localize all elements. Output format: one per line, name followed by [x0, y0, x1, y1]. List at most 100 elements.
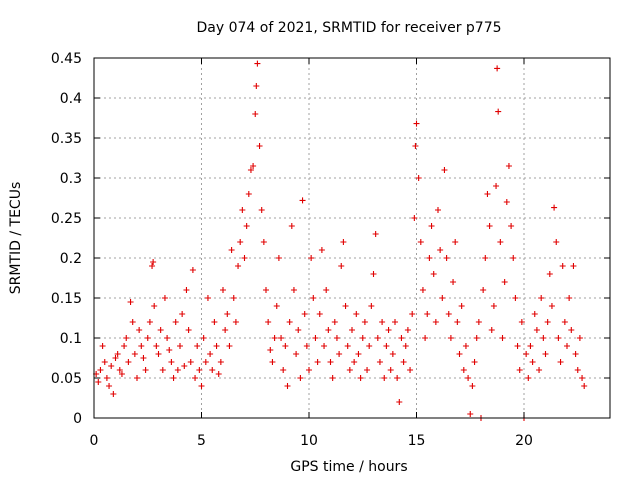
data-point [488, 327, 495, 333]
data-point [525, 375, 532, 381]
data-point [235, 263, 242, 269]
data-point [402, 343, 409, 349]
grid-layer [94, 58, 610, 418]
data-point [551, 204, 558, 211]
x-axis-label: GPS time / hours [290, 459, 407, 475]
data-point [407, 367, 414, 373]
data-point [422, 335, 429, 341]
data-point [460, 367, 467, 373]
data-point [546, 271, 553, 277]
data-point [372, 231, 379, 237]
data-point [253, 83, 260, 89]
data-point [454, 319, 461, 325]
data-point [366, 343, 373, 349]
data-point [387, 367, 394, 373]
data-point [97, 367, 104, 373]
data-point [417, 239, 424, 245]
data-point [327, 359, 334, 365]
data-point [271, 335, 278, 341]
data-point [101, 359, 108, 365]
data-point [150, 259, 157, 265]
data-point [174, 367, 181, 373]
data-point [495, 108, 502, 115]
data-point [482, 255, 489, 261]
data-point [394, 375, 401, 381]
data-point [458, 303, 465, 309]
data-point [325, 327, 332, 333]
data-point [353, 311, 360, 317]
data-point [344, 343, 351, 349]
data-point [321, 343, 328, 349]
data-point [177, 343, 183, 349]
data-point [127, 299, 134, 305]
data-point [441, 167, 448, 173]
data-point [220, 287, 226, 293]
data-point [398, 335, 405, 341]
data-point [164, 335, 171, 341]
data-point [106, 383, 113, 389]
data-point [278, 335, 285, 341]
data-point [561, 319, 568, 325]
data-point [368, 303, 375, 309]
data-point [559, 263, 566, 269]
data-point [312, 335, 319, 341]
data-point [151, 303, 158, 309]
data-point [379, 319, 386, 325]
data-point [443, 255, 450, 261]
data-point [568, 327, 575, 333]
data-point [389, 351, 396, 357]
data-point [376, 359, 383, 365]
data-point [288, 223, 295, 229]
data-point [316, 311, 323, 317]
data-point [149, 263, 156, 269]
data-point [435, 207, 441, 213]
data-point [232, 319, 239, 325]
data-point [125, 359, 132, 365]
data-point [424, 311, 431, 317]
data-point [557, 359, 564, 365]
data-point [256, 143, 263, 149]
data-point [439, 295, 446, 301]
data-point [349, 327, 355, 333]
data-point [581, 383, 588, 389]
data-point [411, 215, 418, 221]
data-point [508, 223, 515, 229]
data-point [531, 311, 538, 317]
data-point [450, 279, 457, 285]
data-point [473, 335, 480, 341]
data-point [189, 267, 196, 273]
data-point [166, 347, 173, 353]
data-point [159, 367, 166, 373]
data-point [142, 367, 149, 373]
data-point [383, 343, 390, 349]
data-point [308, 255, 315, 261]
data-point [211, 319, 218, 325]
data-point [204, 295, 211, 301]
data-point [241, 255, 248, 261]
data-point [437, 247, 444, 253]
data-point [413, 120, 420, 127]
data-point [269, 359, 276, 365]
data-point [527, 343, 534, 349]
data-point [548, 303, 555, 309]
data-point [239, 207, 246, 213]
data-point [157, 327, 164, 333]
x-tick-label: 5 [197, 433, 206, 449]
data-point [542, 351, 549, 357]
data-point [314, 359, 321, 365]
data-point [579, 375, 586, 381]
data-point [247, 167, 254, 173]
data-point [213, 343, 220, 349]
x-tick-label: 15 [408, 433, 426, 449]
data-point [471, 359, 478, 365]
data-point [426, 255, 433, 261]
data-point [432, 319, 439, 325]
data-point [306, 367, 312, 373]
data-point [243, 223, 250, 229]
x-tick-label: 0 [90, 433, 99, 449]
data-point [538, 295, 545, 301]
data-point [228, 247, 235, 253]
data-point [400, 359, 407, 365]
data-point [299, 197, 306, 204]
data-point [310, 295, 317, 301]
